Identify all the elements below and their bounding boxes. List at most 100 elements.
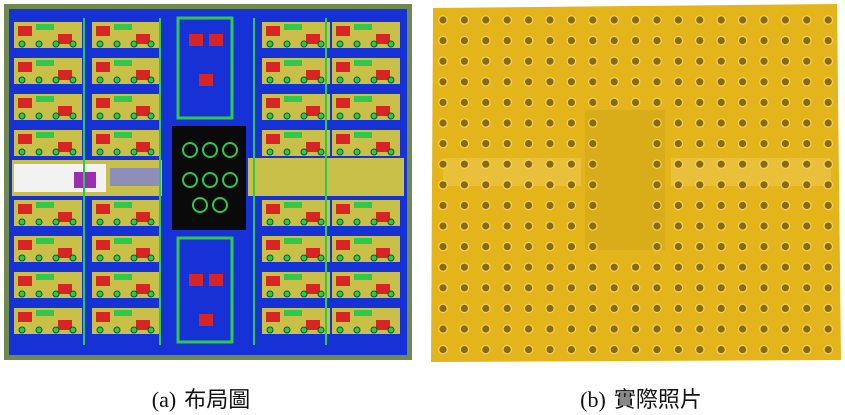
photo-via [673,56,684,66]
photo-via [438,282,448,293]
photo-via [588,221,598,231]
amplifier-cell [262,308,330,334]
photo-via [609,15,619,25]
photo-via [694,15,705,25]
photo-via [502,200,512,211]
photo-via [759,200,769,211]
photo-via [545,221,555,231]
photo-via [759,97,769,108]
photo-via [652,138,662,149]
photo-via [694,221,705,231]
photo-via [801,262,812,272]
photo-via [588,118,598,128]
photo-via [823,56,833,66]
photo-via [438,159,448,169]
amplifier-cell [262,236,330,262]
photo-via [716,56,726,66]
photo-via [780,159,791,169]
layout-diagram-panel [0,0,420,370]
photo-via [801,15,812,25]
photo-via [694,324,705,334]
photo-via [759,56,769,66]
photo-via [737,77,748,87]
photo-via [523,138,534,149]
photo-via [716,180,726,190]
photo-via [502,118,512,128]
photo-via [630,262,641,272]
photo-via [801,56,812,66]
photo-via [566,97,577,108]
photo-via [545,180,555,190]
photo-via [801,97,812,108]
photo-via [737,241,748,252]
photo-via [801,118,812,128]
photo-via [780,138,791,149]
photo-via [438,200,448,211]
amplifier-cell [92,272,160,298]
photo-via [780,77,791,87]
photo-via [502,159,512,169]
amplifier-cell [262,22,330,48]
photo-via [759,262,769,272]
photo-via [673,221,684,231]
photo-via [652,282,662,293]
photo-via [630,77,641,87]
core-via [222,172,238,188]
input-feed [110,168,160,186]
photo-via [438,221,448,231]
photo-via [716,35,726,46]
photo-via [438,180,448,190]
photo-via [737,324,748,334]
photo-via [438,138,448,149]
photo-via [588,159,598,169]
photo-via [545,344,555,355]
upper-feed-lines [176,16,234,120]
photo-via [673,180,684,190]
photo-via [780,262,791,272]
amplifier-cell [262,272,330,298]
photo-via [588,35,598,46]
photo-via [523,200,534,211]
photo-via [502,180,512,190]
photo-via [609,324,619,334]
photo-via [673,35,684,46]
amplifier-cell [332,22,400,48]
photo-via [759,241,769,252]
photo-via [502,56,512,66]
photo-via [609,56,619,66]
photo-via [502,77,512,87]
photo-via [630,15,641,25]
photo-via [502,262,512,272]
photo-via [545,15,555,25]
photo-via [588,303,598,314]
photo-via [759,35,769,46]
photo-via [801,200,812,211]
photo-via [566,241,577,252]
photo-via [438,35,448,46]
photo-via [823,200,833,211]
amplifier-cell [332,200,400,226]
photo-via [737,200,748,211]
photo-via [652,262,662,272]
photo-via [502,282,512,293]
photo-via [459,35,470,46]
photo-via [694,35,705,46]
photo-via [737,56,748,66]
photo-via [609,344,619,355]
photo-via [694,97,705,108]
photo-via [566,344,577,355]
photo-via [694,159,705,169]
photo-via [673,282,684,293]
photo-via [588,324,598,334]
caption-a-text: 布局圖 [184,387,251,412]
photo-via [480,221,491,231]
photo-via [780,118,791,128]
photo-via [523,15,534,25]
photo-via [737,159,748,169]
photo-via [438,241,448,252]
photo-via [630,97,641,108]
amplifier-cell [14,94,82,120]
photo-via [480,56,491,66]
photo-via [545,77,555,87]
amplifier-cell [14,58,82,84]
